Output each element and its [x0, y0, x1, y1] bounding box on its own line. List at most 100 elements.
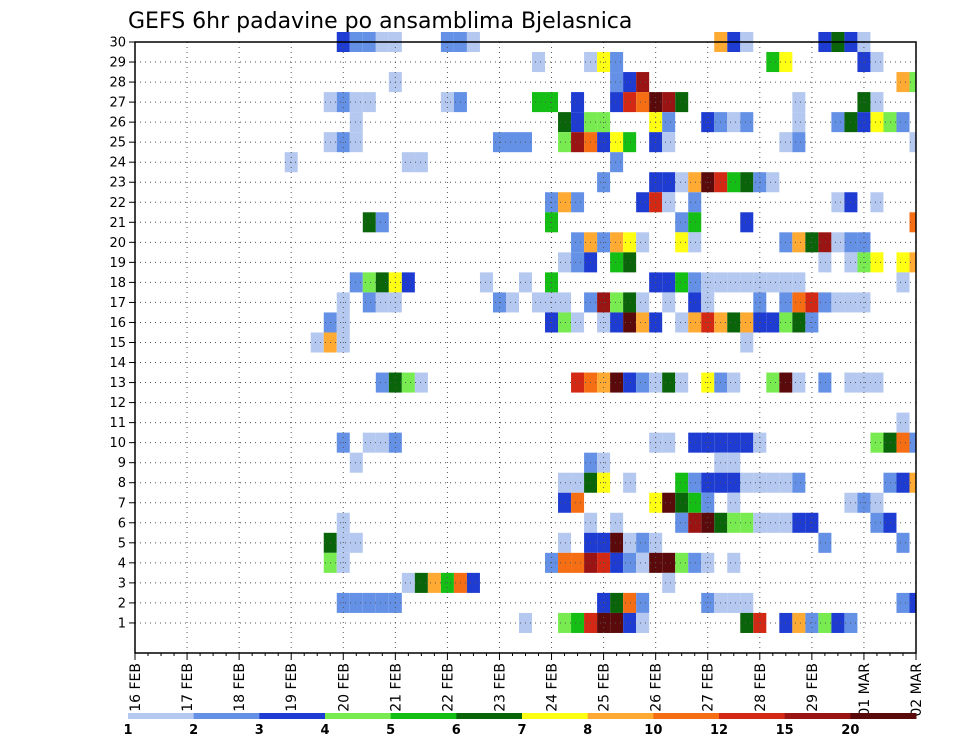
- colorbar-swatch: [784, 713, 851, 719]
- heatmap-cell: [766, 372, 780, 393]
- heatmap-cell: [766, 172, 780, 193]
- heatmap-cell: [414, 152, 428, 173]
- heatmap-cell: [558, 532, 572, 553]
- heatmap-cell: [571, 492, 585, 513]
- heatmap-cell: [349, 592, 363, 613]
- heatmap-cell: [740, 312, 754, 333]
- heatmap-cell: [909, 252, 916, 273]
- colorbar-swatch: [653, 713, 720, 719]
- heatmap-cell: [558, 112, 572, 133]
- chart-title: GEFS 6hr padavine po ansamblima Bjelasni…: [128, 9, 632, 34]
- heatmap-cell: [623, 532, 637, 553]
- heatmap-cell: [727, 432, 741, 453]
- heatmap-cell: [636, 92, 650, 113]
- x-tick-label: 20 FEB: [336, 663, 352, 712]
- heatmap-cell: [727, 552, 741, 573]
- heatmap-cell: [427, 572, 441, 593]
- y-tick-label: 20: [109, 236, 126, 251]
- heatmap-cell: [688, 552, 702, 573]
- colorbar-label: 15: [776, 723, 794, 738]
- heatmap-cell: [662, 552, 676, 573]
- heatmap-cell: [727, 452, 741, 473]
- colorbar-swatch: [850, 713, 917, 719]
- heatmap-cell: [727, 512, 741, 533]
- heatmap-cell: [675, 272, 689, 293]
- heatmap-cell: [349, 452, 363, 473]
- heatmap-cell: [662, 432, 676, 453]
- heatmap-cell: [636, 312, 650, 333]
- heatmap-cell: [610, 132, 624, 153]
- heatmap-cell: [623, 472, 637, 493]
- heatmap-cell: [623, 552, 637, 573]
- heatmap-cell: [740, 332, 754, 353]
- heatmap-cell: [571, 112, 585, 133]
- heatmap-cell: [688, 292, 702, 313]
- y-tick-label: 2: [118, 596, 126, 611]
- colorbar-swatch: [325, 713, 392, 719]
- y-tick-label: 3: [118, 576, 126, 591]
- heatmap-cell: [675, 472, 689, 493]
- heatmap-cell: [636, 232, 650, 253]
- heatmap-cell: [623, 612, 637, 633]
- heatmap-cell: [792, 512, 806, 533]
- colorbar-label: 4: [320, 723, 329, 738]
- heatmap-cell: [792, 612, 806, 633]
- heatmap-cell: [310, 332, 324, 353]
- colorbar-swatch: [587, 713, 654, 719]
- heatmap-cell: [688, 312, 702, 333]
- x-tick-label: 18 FEB: [232, 663, 248, 712]
- heatmap-cell: [883, 432, 897, 453]
- colorbar-label: 1: [123, 723, 132, 738]
- heatmap-cell: [727, 592, 741, 613]
- heatmap-cell: [558, 492, 572, 513]
- heatmap-cell: [792, 112, 806, 133]
- heatmap-cell: [792, 292, 806, 313]
- heatmap-cell: [662, 492, 676, 513]
- heatmap-cell: [688, 512, 702, 533]
- heatmap-cell: [831, 232, 845, 253]
- colorbar-label: 12: [710, 723, 728, 738]
- heatmap-cell: [675, 92, 689, 113]
- heatmap-cell: [610, 552, 624, 573]
- colorbar-swatch: [522, 713, 589, 719]
- colorbar-swatch: [128, 713, 195, 719]
- colorbar-label: 3: [255, 723, 264, 738]
- x-tick-label: 16 FEB: [128, 663, 144, 712]
- heatmap-cell: [571, 132, 585, 153]
- y-tick-label: 10: [109, 436, 126, 451]
- heatmap-cell: [883, 472, 897, 493]
- x-tick-label: 27 FEB: [701, 663, 717, 712]
- heatmap-cell: [636, 292, 650, 313]
- heatmap-cell: [831, 292, 845, 313]
- heatmap-cell: [362, 92, 376, 113]
- y-tick-label: 8: [118, 476, 126, 491]
- heatmap-cell: [414, 572, 428, 593]
- heatmap-cell: [662, 372, 676, 393]
- heatmap-cell: [349, 132, 363, 153]
- heatmap-cell: [870, 112, 884, 133]
- colorbar-swatch: [390, 713, 457, 719]
- heatmap-cell: [662, 172, 676, 193]
- heatmap-cell: [675, 552, 689, 573]
- heatmap-cell: [740, 432, 754, 453]
- heatmap-cell: [610, 152, 624, 173]
- heatmap-cell: [505, 292, 519, 313]
- y-tick-label: 17: [109, 296, 126, 311]
- heatmap-cell: [766, 472, 780, 493]
- heatmap-cell: [662, 292, 676, 313]
- y-tick-label: 11: [109, 416, 126, 431]
- y-tick-label: 9: [118, 456, 126, 471]
- x-tick-label: 22 FEB: [440, 663, 456, 712]
- heatmap-cell: [766, 512, 780, 533]
- heatmap-cell: [466, 572, 480, 593]
- heatmap-cell: [362, 432, 376, 453]
- heatmap-cell: [896, 472, 910, 493]
- y-tick-label: 19: [109, 256, 126, 271]
- y-tick-label: 14: [109, 356, 126, 371]
- x-tick-label: 23 FEB: [492, 663, 508, 712]
- heatmap-cell: [571, 552, 585, 573]
- y-tick-label: 22: [109, 196, 126, 211]
- heatmap-cell: [401, 152, 415, 173]
- heatmap-cell: [662, 92, 676, 113]
- heatmap-cell: [727, 272, 741, 293]
